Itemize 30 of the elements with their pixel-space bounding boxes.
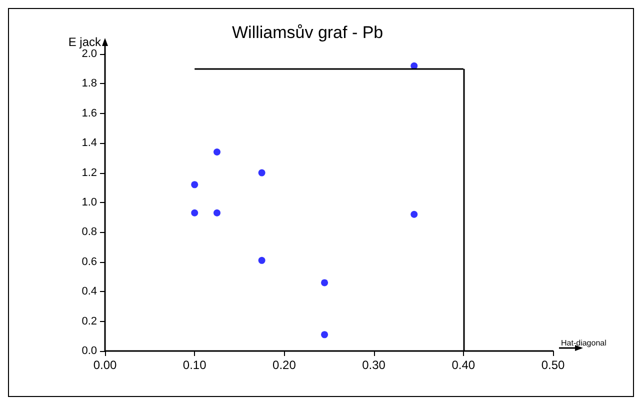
point bbox=[214, 148, 220, 156]
y-tick-label: 0.0 bbox=[82, 345, 97, 357]
y-tick-label: 0.2 bbox=[82, 315, 97, 328]
y-axis-title: E jack bbox=[68, 35, 102, 49]
point bbox=[258, 256, 266, 264]
chart-title: Williamsův graf - Pb bbox=[232, 23, 384, 42]
point bbox=[191, 209, 198, 216]
y-tick-label: 0.6 bbox=[82, 256, 97, 268]
x-tick-label: 0.20 bbox=[272, 358, 296, 372]
point bbox=[258, 169, 266, 176]
y-tick-label: 0.8 bbox=[82, 226, 97, 238]
y-tick-label: 0.4 bbox=[82, 286, 97, 298]
x-tick-label: 0.50 bbox=[541, 358, 565, 372]
x-tick-label: 0.30 bbox=[362, 358, 386, 372]
y-tick-label: 1.8 bbox=[82, 78, 97, 90]
point bbox=[410, 62, 418, 70]
x-tick-label: 0.40 bbox=[452, 358, 476, 372]
point bbox=[410, 210, 418, 218]
y-tick-label: 1.6 bbox=[82, 107, 97, 120]
y-tick-label: 1.4 bbox=[82, 137, 97, 150]
point bbox=[321, 279, 328, 286]
point bbox=[214, 209, 220, 216]
y-tick-label: 1.2 bbox=[82, 166, 97, 179]
y-tick-label: 1.0 bbox=[82, 196, 97, 208]
point bbox=[321, 331, 328, 338]
x-axis-title: Hat-diagonal bbox=[561, 338, 607, 348]
x-tick-label: 0.10 bbox=[182, 358, 207, 372]
y-tick-label: 2.0 bbox=[82, 48, 97, 60]
point bbox=[191, 181, 198, 188]
x-tick-label: 0.00 bbox=[93, 358, 117, 372]
